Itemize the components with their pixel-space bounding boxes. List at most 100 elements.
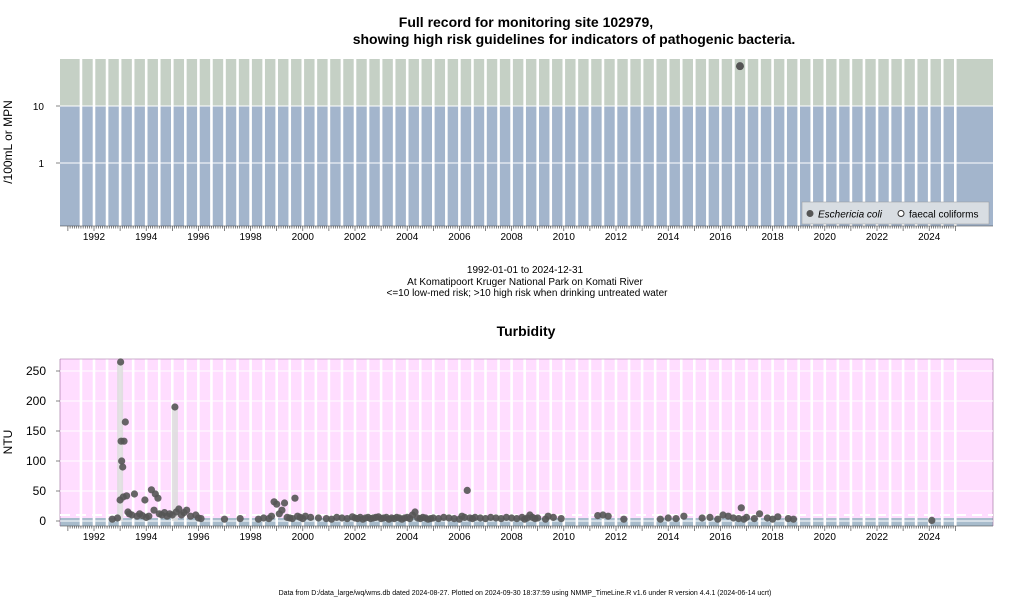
turbidity-point <box>476 514 484 522</box>
x-tick-label: 2012 <box>605 232 628 243</box>
turbidity-point <box>113 514 122 522</box>
x-tick-label: 2010 <box>553 232 576 243</box>
turbidity-point <box>429 514 437 522</box>
turbidity-point <box>220 515 229 523</box>
turbidity-point <box>119 463 127 471</box>
panel-band-upper <box>60 359 993 518</box>
turbidity-point <box>130 490 139 498</box>
risk-text: <=10 low-med risk; >10 high risk when dr… <box>387 288 669 299</box>
x-tick-label: 2016 <box>709 532 732 543</box>
turbidity-point <box>154 494 162 502</box>
turbidity-point <box>471 513 479 522</box>
turbidity-panel: 1992 1994 1996 1998 2000 2002 2004 2006 2008 2010… <box>26 358 994 543</box>
turbidity-point <box>236 515 244 523</box>
turbidity-point <box>411 508 419 516</box>
turbidity-point <box>737 504 745 512</box>
bacteria-y-tick-label: 10 <box>33 102 45 113</box>
x-tick-label: 2012 <box>605 532 628 543</box>
turbidity-point <box>487 513 495 522</box>
turbidity-point <box>549 513 557 522</box>
turbidity-point <box>338 514 346 522</box>
x-tick-label: 2002 <box>344 232 367 243</box>
turbidity-point <box>594 511 602 520</box>
turbidity-point <box>197 515 205 523</box>
x-tick-label: 2022 <box>866 532 889 543</box>
x-tick-label: 1994 <box>135 532 158 543</box>
x-tick-label: 1998 <box>239 532 262 543</box>
x-tick-label: 2006 <box>448 232 471 243</box>
turbidity-point <box>729 514 738 522</box>
bacteria-y-tick-label: 1 <box>38 159 44 170</box>
turbidity-point <box>672 515 680 523</box>
turbidity-point <box>750 515 758 523</box>
x-tick-label: 2000 <box>292 232 315 243</box>
turbidity-point <box>175 505 183 513</box>
x-tick-label: 2014 <box>657 232 680 243</box>
turbidity-point <box>117 358 125 366</box>
turbidity-point <box>604 512 612 520</box>
x-tick-label: 2004 <box>396 532 419 543</box>
x-tick-label: 2024 <box>918 532 941 543</box>
location-text: At Komatipoort Kruger National Park on K… <box>407 277 643 288</box>
bacteria-y-axis-label: /100mL or MPN <box>1 100 15 184</box>
turbidity-point <box>278 506 286 514</box>
turbidity-point <box>145 512 153 520</box>
turbidity-point <box>928 516 936 525</box>
turbidity-point <box>450 515 458 523</box>
x-tick-label: 2006 <box>448 532 471 543</box>
faecal-legend-marker <box>897 210 905 217</box>
x-tick-label: 2000 <box>292 532 315 543</box>
x-tick-label: 2018 <box>761 232 784 243</box>
turbidity-point <box>664 514 672 522</box>
turbidity-point <box>742 513 751 522</box>
turbidity-point <box>445 514 453 522</box>
x-tick-label: 2024 <box>918 232 941 243</box>
x-tick-label: 2004 <box>396 232 419 243</box>
turbidity-point <box>171 403 179 411</box>
turbidity-point <box>502 513 510 522</box>
turbidity-point <box>784 515 792 523</box>
ecoli-point <box>735 62 744 71</box>
turbidity-point <box>121 418 129 426</box>
chart-title-line1: Full record for monitoring site 102979, <box>399 14 653 30</box>
turbidity-point <box>755 510 764 518</box>
turbidity-y-tick-label: 200 <box>26 394 46 408</box>
turbidity-point <box>123 492 131 500</box>
turbidity-point <box>557 515 565 523</box>
x-tick-label: 1992 <box>83 532 106 543</box>
turbidity-point <box>534 514 542 522</box>
x-tick-label: 1994 <box>135 232 158 243</box>
x-tick-label: 2002 <box>344 532 367 543</box>
turbidity-point <box>789 515 798 523</box>
chart-title-line2: showing high risk guidelines for indicat… <box>353 31 796 47</box>
legend-faecal-label: faecal coliforms <box>909 210 978 221</box>
turbidity-point <box>118 457 126 465</box>
turbidity-point <box>706 513 714 522</box>
x-tick-label: 2010 <box>553 532 576 543</box>
turbidity-y-tick-label: 0 <box>39 514 46 528</box>
turbidity-point <box>291 494 299 502</box>
turbidity-point <box>150 506 158 514</box>
x-tick-label: 1992 <box>83 232 106 243</box>
turbidity-point <box>698 514 706 522</box>
turbidity-point <box>260 514 268 522</box>
turbidity-point <box>680 512 688 520</box>
turbidity-point <box>314 514 323 522</box>
x-tick-label: 1996 <box>187 232 210 243</box>
x-tick-label: 2022 <box>866 232 889 243</box>
turbidity-y-tick-label: 150 <box>26 424 46 438</box>
turbidity-point <box>735 515 743 523</box>
turbidity-point <box>774 513 782 521</box>
turbidity-y-tick-label: 100 <box>26 454 46 468</box>
footer-text: Data from D:/data_large/wq/wms.db dated … <box>279 590 772 597</box>
turbidity-point <box>714 515 722 523</box>
turbidity-point <box>307 513 315 522</box>
legend-ecoli-label: Eschericia coli <box>818 210 883 221</box>
turbidity-y-tick-label: 250 <box>26 364 46 378</box>
x-tick-label: 2008 <box>500 532 523 543</box>
turbidity-point <box>333 513 341 522</box>
x-tick-label: 2014 <box>657 532 680 543</box>
turbidity-point <box>620 515 628 523</box>
date-range-text: 1992-01-01 to 2024-12-31 <box>467 265 584 276</box>
